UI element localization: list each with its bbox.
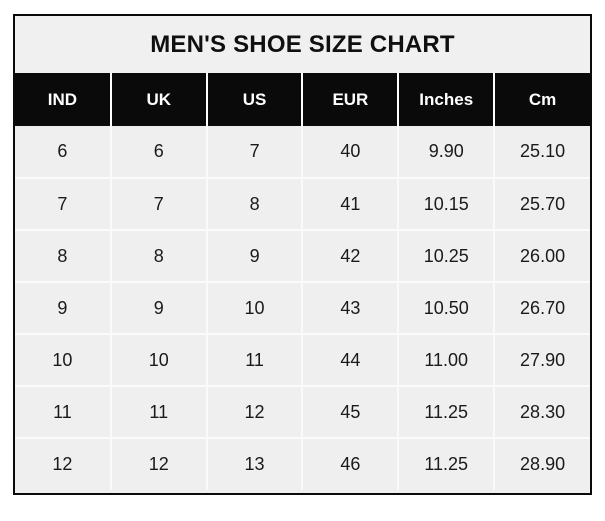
cell-uk: 12 [110,438,208,490]
table-row: 10 10 11 44 11.00 27.90 [15,334,590,387]
cell-ind: 7 [15,178,112,231]
cell-uk: 6 [110,126,208,179]
cell-inches: 10.25 [398,230,496,283]
cell-inches: 10.15 [398,178,496,231]
cell-us: 7 [206,126,304,179]
cell-cm: 27.90 [494,334,590,387]
cell-us: 11 [206,334,304,387]
table-row: 6 6 7 40 9.90 25.10 [15,126,590,179]
table-row: 9 9 10 43 10.50 26.70 [15,282,590,335]
column-header-uk: UK [110,73,208,126]
cell-eur: 44 [302,334,400,387]
cell-inches: 11.25 [398,386,496,439]
cell-eur: 41 [302,178,400,231]
cell-cm: 26.70 [494,282,590,335]
cell-us: 12 [206,386,304,439]
shoe-size-table: IND UK US EUR Inches Cm 6 6 7 40 9.90 25… [15,73,590,490]
column-header-inches: Inches [398,73,496,126]
cell-ind: 8 [15,230,112,283]
column-header-us: US [206,73,304,126]
cell-ind: 6 [15,126,112,179]
column-header-ind: IND [15,73,112,126]
cell-cm: 28.90 [494,438,590,490]
cell-ind: 12 [15,438,112,490]
cell-ind: 9 [15,282,112,335]
cell-inches: 9.90 [398,126,496,179]
cell-cm: 25.10 [494,126,590,179]
cell-inches: 10.50 [398,282,496,335]
chart-title-band: MEN'S SHOE SIZE CHART [15,16,590,73]
cell-uk: 7 [110,178,208,231]
cell-uk: 10 [110,334,208,387]
table-header-row: IND UK US EUR Inches Cm [15,73,590,126]
cell-inches: 11.25 [398,438,496,490]
cell-eur: 42 [302,230,400,283]
table-row: 12 12 13 46 11.25 28.90 [15,438,590,490]
cell-ind: 10 [15,334,112,387]
cell-eur: 40 [302,126,400,179]
size-chart-container: MEN'S SHOE SIZE CHART IND UK US EUR Inch… [13,14,592,495]
cell-us: 10 [206,282,304,335]
cell-cm: 25.70 [494,178,590,231]
cell-cm: 26.00 [494,230,590,283]
table-body: 6 6 7 40 9.90 25.10 7 7 8 41 10.15 25.70… [15,126,590,490]
table-row: 7 7 8 41 10.15 25.70 [15,178,590,231]
column-header-eur: EUR [302,73,400,126]
cell-uk: 9 [110,282,208,335]
cell-uk: 11 [110,386,208,439]
cell-inches: 11.00 [398,334,496,387]
cell-us: 8 [206,178,304,231]
column-header-cm: Cm [494,73,590,126]
cell-cm: 28.30 [494,386,590,439]
cell-uk: 8 [110,230,208,283]
cell-ind: 11 [15,386,112,439]
table-row: 11 11 12 45 11.25 28.30 [15,386,590,439]
cell-eur: 46 [302,438,400,490]
table-row: 8 8 9 42 10.25 26.00 [15,230,590,283]
cell-eur: 43 [302,282,400,335]
cell-us: 13 [206,438,304,490]
cell-us: 9 [206,230,304,283]
table-header: IND UK US EUR Inches Cm [15,73,590,126]
page-title: MEN'S SHOE SIZE CHART [150,30,455,58]
cell-eur: 45 [302,386,400,439]
